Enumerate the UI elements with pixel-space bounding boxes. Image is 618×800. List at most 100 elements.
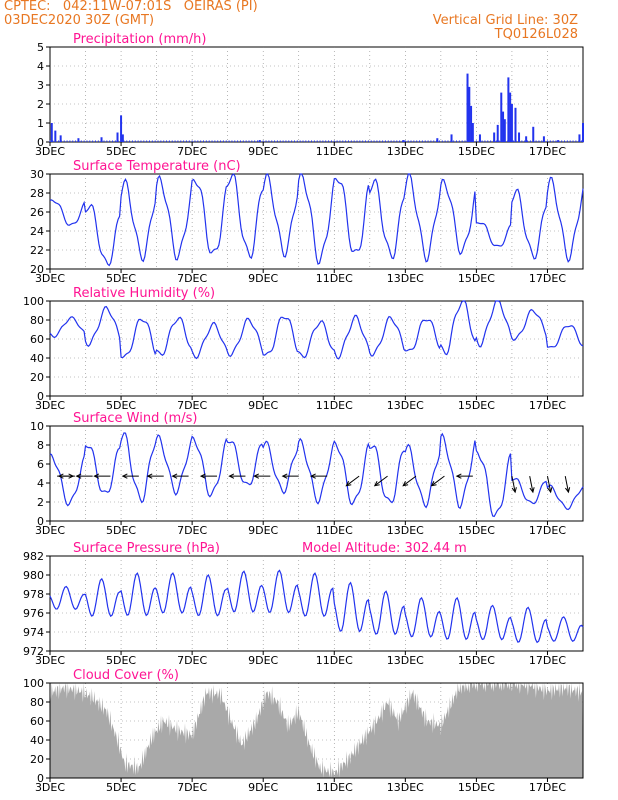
y-tick-label: 2 [37, 496, 44, 509]
x-tick-label: 3DEC [35, 781, 65, 794]
header-grid-line: Vertical Grid Line: 30Z [432, 13, 578, 28]
x-tick-label: 13DEC [387, 781, 424, 794]
precip-bar [507, 77, 510, 142]
y-tick-label: 4 [37, 477, 44, 490]
x-tick-label: 5DEC [106, 272, 136, 285]
chart-panel-3: 0 2 4 6 8 10 3DEC 5DEC 7DEC 9DEC 11DEC 13DEC 15DEC 17… [30, 411, 584, 537]
plot-frame [49, 173, 584, 270]
y-tick-label: 0 [37, 515, 44, 528]
x-tick-label: 13DEC [387, 524, 424, 537]
wind-arrow-head [121, 473, 128, 479]
precip-bar [509, 92, 512, 142]
x-tick-label: 15DEC [458, 654, 495, 667]
y-tick-label: 3 [37, 79, 44, 92]
x-tick-label: 13DEC [387, 272, 424, 285]
temperature-line [49, 173, 584, 267]
wind-arrow-head [146, 473, 153, 479]
panel-title: Cloud Cover (%) [73, 668, 179, 683]
precip-bar [470, 105, 473, 142]
x-tick-label: 9DEC [248, 272, 278, 285]
precip-bar [532, 126, 535, 142]
y-tick-label: 4 [37, 60, 44, 73]
panel-title: Surface Temperature (nC) [73, 159, 241, 174]
panel-title: Precipitation (mm/h) [73, 32, 206, 47]
plot-frame-overlay [49, 682, 584, 779]
y-tick-label: 40 [30, 734, 44, 747]
wind-arrow-head [529, 487, 535, 494]
wind-arrow-head [565, 487, 571, 494]
x-tick-label: 17DEC [529, 399, 566, 412]
x-tick-label: 13DEC [387, 654, 424, 667]
chart-panel-1: 20 22 24 26 28 30 3DEC 5DEC 7DEC 9DEC 11DEC 13DEC 15… [30, 159, 584, 285]
x-tick-label: 5DEC [106, 399, 136, 412]
precip-bar [100, 137, 103, 142]
precip-bar [514, 107, 517, 142]
precip-bar [466, 73, 469, 142]
x-tick-label: 5DEC [106, 145, 136, 158]
precip-bar [436, 138, 439, 142]
precip-bar [578, 134, 581, 142]
x-tick-label: 9DEC [248, 781, 278, 794]
y-tick-label: 972 [23, 645, 44, 658]
x-tick-label: 11DEC [316, 399, 353, 412]
x-tick-label: 7DEC [177, 781, 207, 794]
wind-arrow-head [345, 481, 352, 487]
y-tick-label: 974 [23, 626, 44, 639]
x-tick-label: 3DEC [35, 654, 65, 667]
chart-panel-4: 972 974 976 978 980 982 3DEC 5DEC 7DEC 9DEC 11DEC 1… [23, 541, 584, 667]
y-tick-label: 100 [23, 677, 44, 690]
x-tick-label: 15DEC [458, 272, 495, 285]
x-tick-label: 15DEC [458, 145, 495, 158]
precip-bar [402, 140, 405, 142]
wind-arrow-head [547, 487, 553, 494]
y-tick-label: 22 [30, 244, 44, 257]
y-tick-label: 20 [30, 371, 44, 384]
wind-arrow-head [199, 473, 206, 479]
wind-arrow [374, 475, 388, 487]
wind-arrow-head [455, 473, 462, 479]
x-tick-label: 9DEC [248, 145, 278, 158]
wind-arrow [402, 475, 417, 487]
wind-arrow-head [511, 487, 517, 494]
wind-arrow-head [171, 473, 178, 479]
y-tick-label: 0 [37, 136, 44, 149]
wind-arrow [564, 475, 569, 493]
x-tick-label: 7DEC [177, 524, 207, 537]
y-tick-label: 100 [23, 295, 44, 308]
y-tick-label: 980 [23, 569, 44, 582]
chart-panel-2: 0 20 40 60 80 100 3DEC 5DEC 7DEC 9DEC 11DEC 13DEC 15… [23, 286, 584, 412]
panel-title: Relative Humidity (%) [73, 286, 215, 301]
humidity-line [49, 300, 584, 360]
precip-bar [468, 86, 471, 142]
x-tick-label: 5DEC [106, 781, 136, 794]
precip-bar [510, 104, 513, 142]
x-tick-label: 11DEC [316, 781, 353, 794]
header-model: TQ0126L028 [494, 27, 578, 42]
plot-frame [49, 46, 584, 143]
precip-bar [258, 140, 261, 142]
panel-title: Surface Pressure (hPa) [73, 541, 220, 556]
wind-arrow [529, 475, 534, 493]
x-tick-label: 15DEC [458, 524, 495, 537]
precip-bar [471, 123, 474, 142]
wind-arrow-head [57, 473, 64, 479]
wind-arrow-head [402, 481, 409, 487]
y-tick-label: 20 [30, 753, 44, 766]
precip-bar [496, 124, 499, 142]
y-tick-label: 10 [30, 420, 44, 433]
x-tick-label: 17DEC [529, 524, 566, 537]
y-tick-label: 40 [30, 352, 44, 365]
pressure-line [49, 569, 584, 644]
wind-arrow-head [310, 473, 316, 479]
y-tick-label: 0 [37, 772, 44, 785]
y-tick-label: 978 [23, 588, 44, 601]
plot-frame [49, 300, 584, 397]
plot-frame [49, 555, 584, 652]
wind-arrow [546, 475, 552, 493]
x-tick-label: 3DEC [35, 524, 65, 537]
x-tick-label: 9DEC [248, 654, 278, 667]
y-tick-label: 1 [37, 117, 44, 130]
precip-bar [500, 92, 503, 142]
precip-bar [54, 130, 57, 142]
